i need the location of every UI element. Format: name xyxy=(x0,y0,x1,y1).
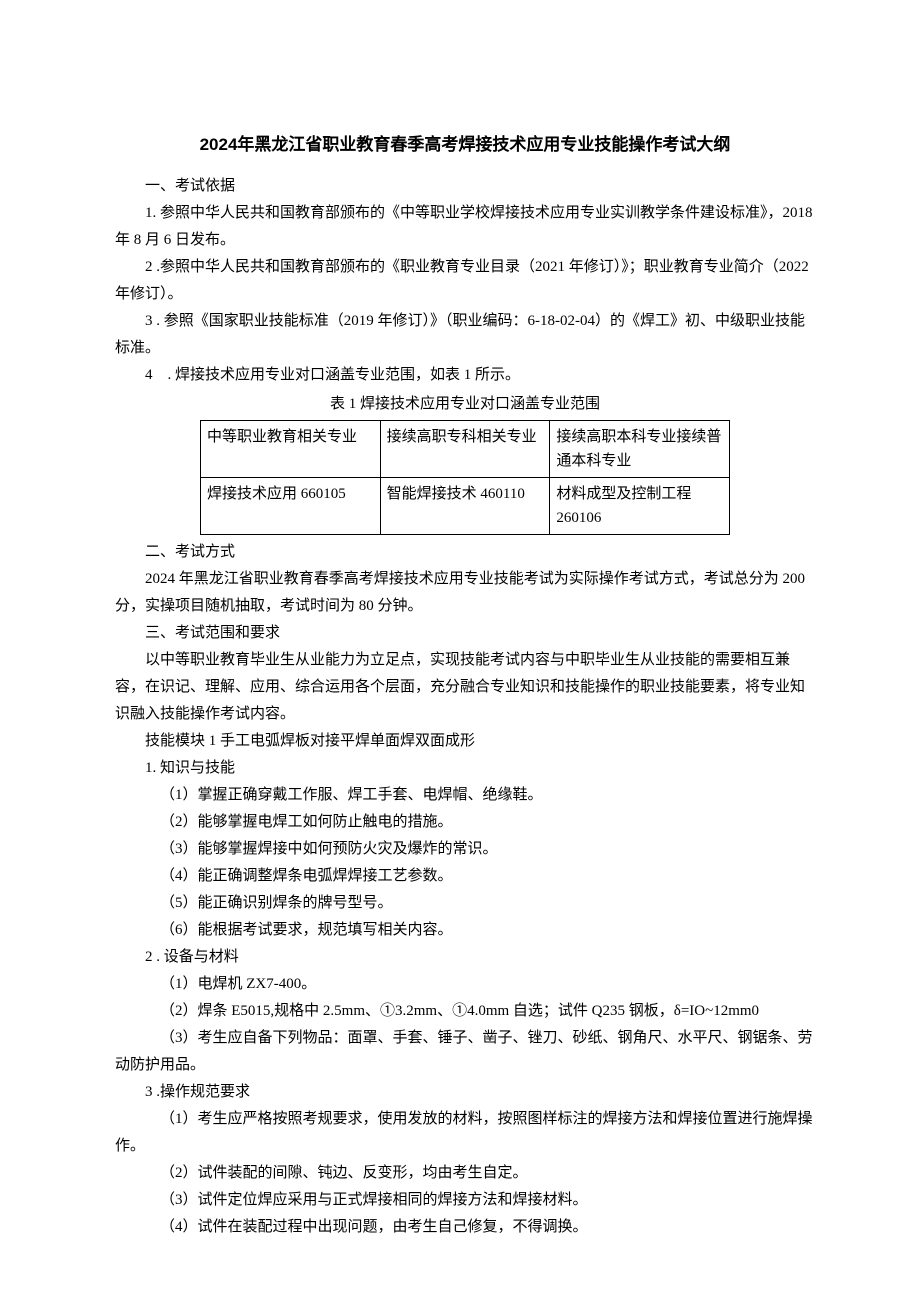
s3-k1-item-5: （5）能正确识别焊条的牌号型号。 xyxy=(115,890,815,917)
s3-k1-item-4: （4）能正确调整焊条电弧焊焊接工艺参数。 xyxy=(115,863,815,890)
s1-para-2: 2 .参照中华人民共和国教育部颁布的《职业教育专业目录（2021 年修订）》；职… xyxy=(115,254,815,308)
s3-module: 技能模块 1 手工电弧焊板对接平焊单面焊双面成形 xyxy=(115,728,815,755)
s3-k2-item-3: （3）考生应自备下列物品：面罩、手套、锤子、凿子、锉刀、砂纸、钢角尺、水平尺、钢… xyxy=(115,1025,815,1079)
table-1-caption: 表 1 焊接技术应用专业对口涵盖专业范围 xyxy=(115,391,815,418)
s3-para-1: 以中等职业教育毕业生从业能力为立足点，实现技能考试内容与中职毕业生从业技能的需要… xyxy=(115,647,815,728)
document-title: 2024年黑龙江省职业教育春季高考焊接技术应用专业技能操作考试大纲 xyxy=(115,130,815,161)
s3-k3-item-4: （4）试件在装配过程中出现问题，由考生自己修复，不得调换。 xyxy=(115,1214,815,1241)
table-header-2: 接续高职专科相关专业 xyxy=(380,420,550,477)
table-row: 焊接技术应用 660105 智能焊接技术 460110 材料成型及控制工程260… xyxy=(201,477,730,534)
s3-k3-item-3: （3）试件定位焊应采用与正式焊接相同的焊接方法和焊接材料。 xyxy=(115,1187,815,1214)
s2-para-1: 2024 年黑龙江省职业教育春季高考焊接技术应用专业技能考试为实际操作考试方式，… xyxy=(115,566,815,620)
s3-k1-heading: 1. 知识与技能 xyxy=(115,755,815,782)
s3-k2-item-1: （1）电焊机 ZX7-400。 xyxy=(115,971,815,998)
s3-k3-item-2: （2）试件装配的间隙、钝边、反变形，均由考生自定。 xyxy=(115,1160,815,1187)
s1-para-1: 1. 参照中华人民共和国教育部颁布的《中等职业学校焊接技术应用专业实训教学条件建… xyxy=(115,200,815,254)
s3-k1-item-1: （1）掌握正确穿戴工作服、焊工手套、电焊帽、绝缘鞋。 xyxy=(115,782,815,809)
s3-k1-item-2: （2）能够掌握电焊工如何防止触电的措施。 xyxy=(115,809,815,836)
table-cell: 焊接技术应用 660105 xyxy=(201,477,381,534)
table-cell: 智能焊接技术 460110 xyxy=(380,477,550,534)
s3-k2-heading: 2 . 设备与材料 xyxy=(115,944,815,971)
s3-k3-heading: 3 .操作规范要求 xyxy=(115,1079,815,1106)
table-header-3: 接续高职本科专业接续普通本科专业 xyxy=(550,420,730,477)
section-2-heading: 二、考试方式 xyxy=(115,539,815,566)
s3-k2-item-2: （2）焊条 E5015,规格中 2.5mm、①3.2mm、①4.0mm 自选；试… xyxy=(115,998,815,1025)
section-3-heading: 三、考试范围和要求 xyxy=(115,620,815,647)
table-cell: 材料成型及控制工程260106 xyxy=(550,477,730,534)
table-row: 中等职业教育相关专业 接续高职专科相关专业 接续高职本科专业接续普通本科专业 xyxy=(201,420,730,477)
s3-k3-item-1: （1）考生应严格按照考规要求，使用发放的材料，按照图样标注的焊接方法和焊接位置进… xyxy=(115,1106,815,1160)
table-1: 中等职业教育相关专业 接续高职专科相关专业 接续高职本科专业接续普通本科专业 焊… xyxy=(200,420,730,535)
section-1-heading: 一、考试依据 xyxy=(115,173,815,200)
s1-para-4: 4 . 焊接技术应用专业对口涵盖专业范围，如表 1 所示。 xyxy=(115,362,815,389)
table-header-1: 中等职业教育相关专业 xyxy=(201,420,381,477)
s3-k1-item-3: （3）能够掌握焊接中如何预防火灾及爆炸的常识。 xyxy=(115,836,815,863)
s3-k1-item-6: （6）能根据考试要求，规范填写相关内容。 xyxy=(115,917,815,944)
s1-para-3: 3 . 参照《国家职业技能标准（2019 年修订）》（职业编码：6-18-02-… xyxy=(115,308,815,362)
